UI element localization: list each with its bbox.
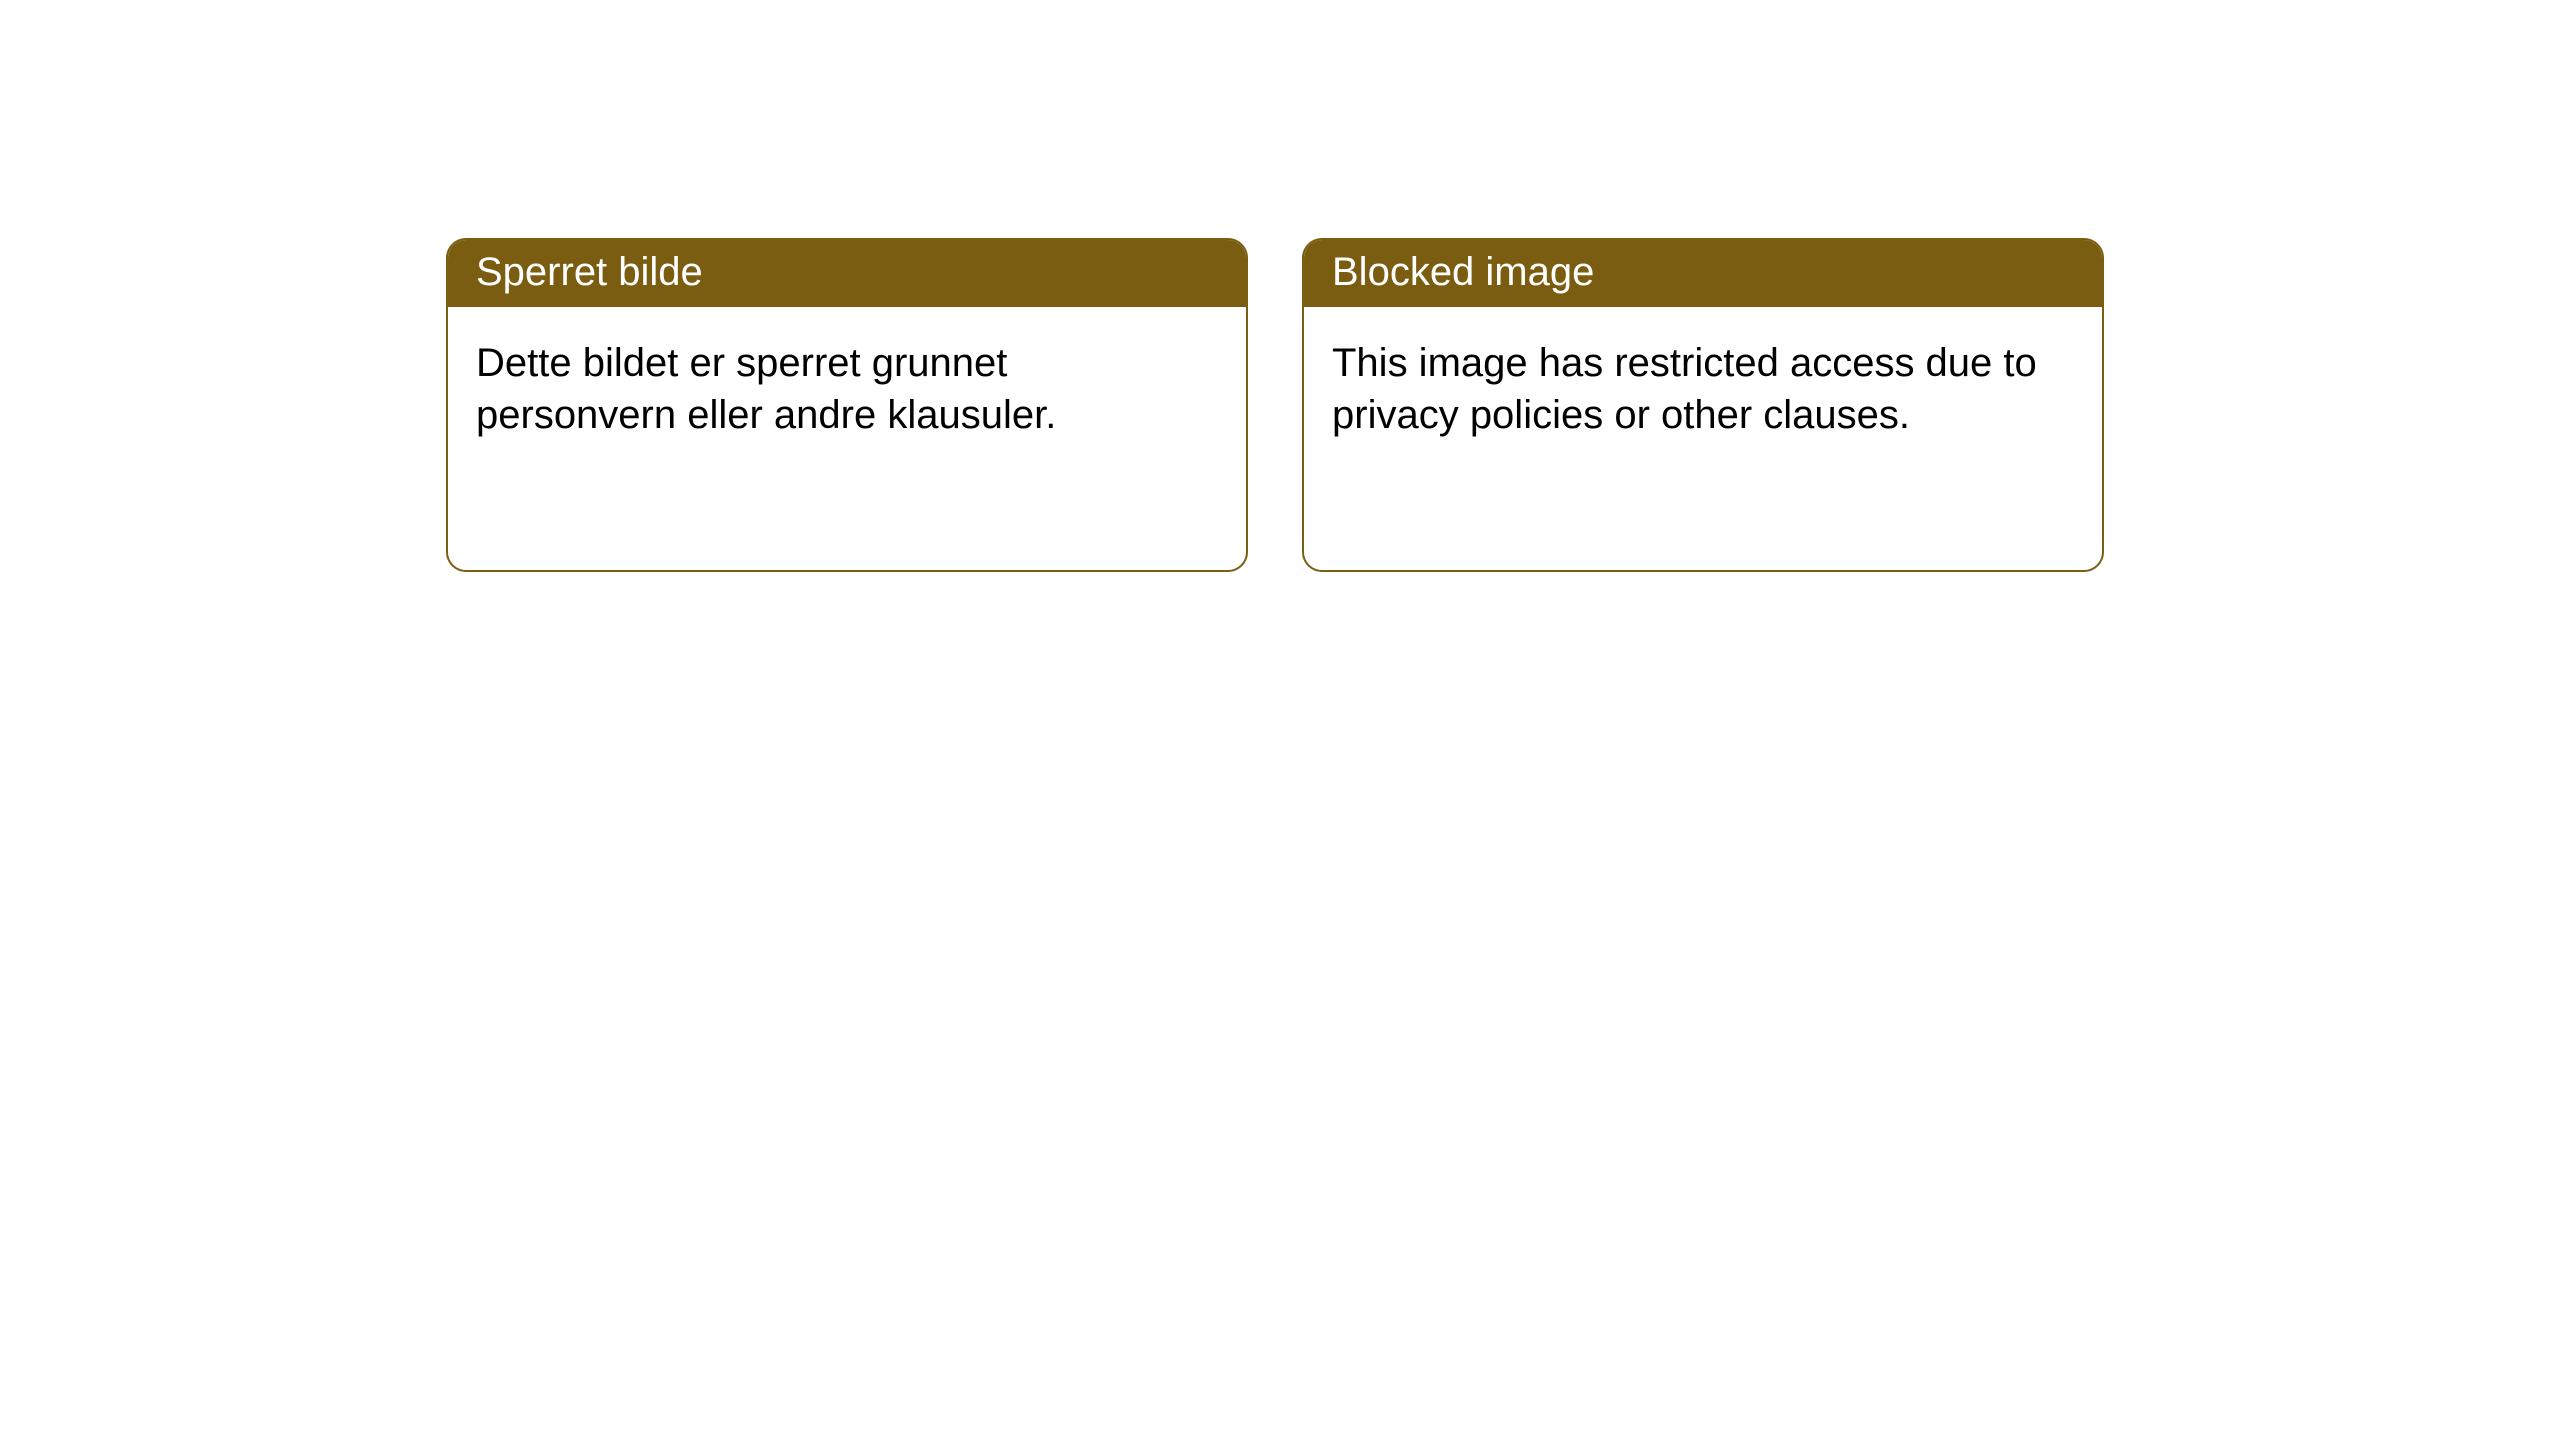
card-body-en: This image has restricted access due to … [1304, 307, 2102, 471]
card-header-no: Sperret bilde [448, 240, 1246, 307]
blocked-image-card-en: Blocked image This image has restricted … [1302, 238, 2104, 572]
card-text-no: Dette bildet er sperret grunnet personve… [476, 341, 1056, 437]
card-text-en: This image has restricted access due to … [1332, 341, 2037, 437]
blocked-image-card-no: Sperret bilde Dette bildet er sperret gr… [446, 238, 1248, 572]
cards-container: Sperret bilde Dette bildet er sperret gr… [0, 0, 2560, 572]
card-title-en: Blocked image [1332, 250, 1594, 294]
card-header-en: Blocked image [1304, 240, 2102, 307]
card-title-no: Sperret bilde [476, 250, 703, 294]
card-body-no: Dette bildet er sperret grunnet personve… [448, 307, 1246, 471]
